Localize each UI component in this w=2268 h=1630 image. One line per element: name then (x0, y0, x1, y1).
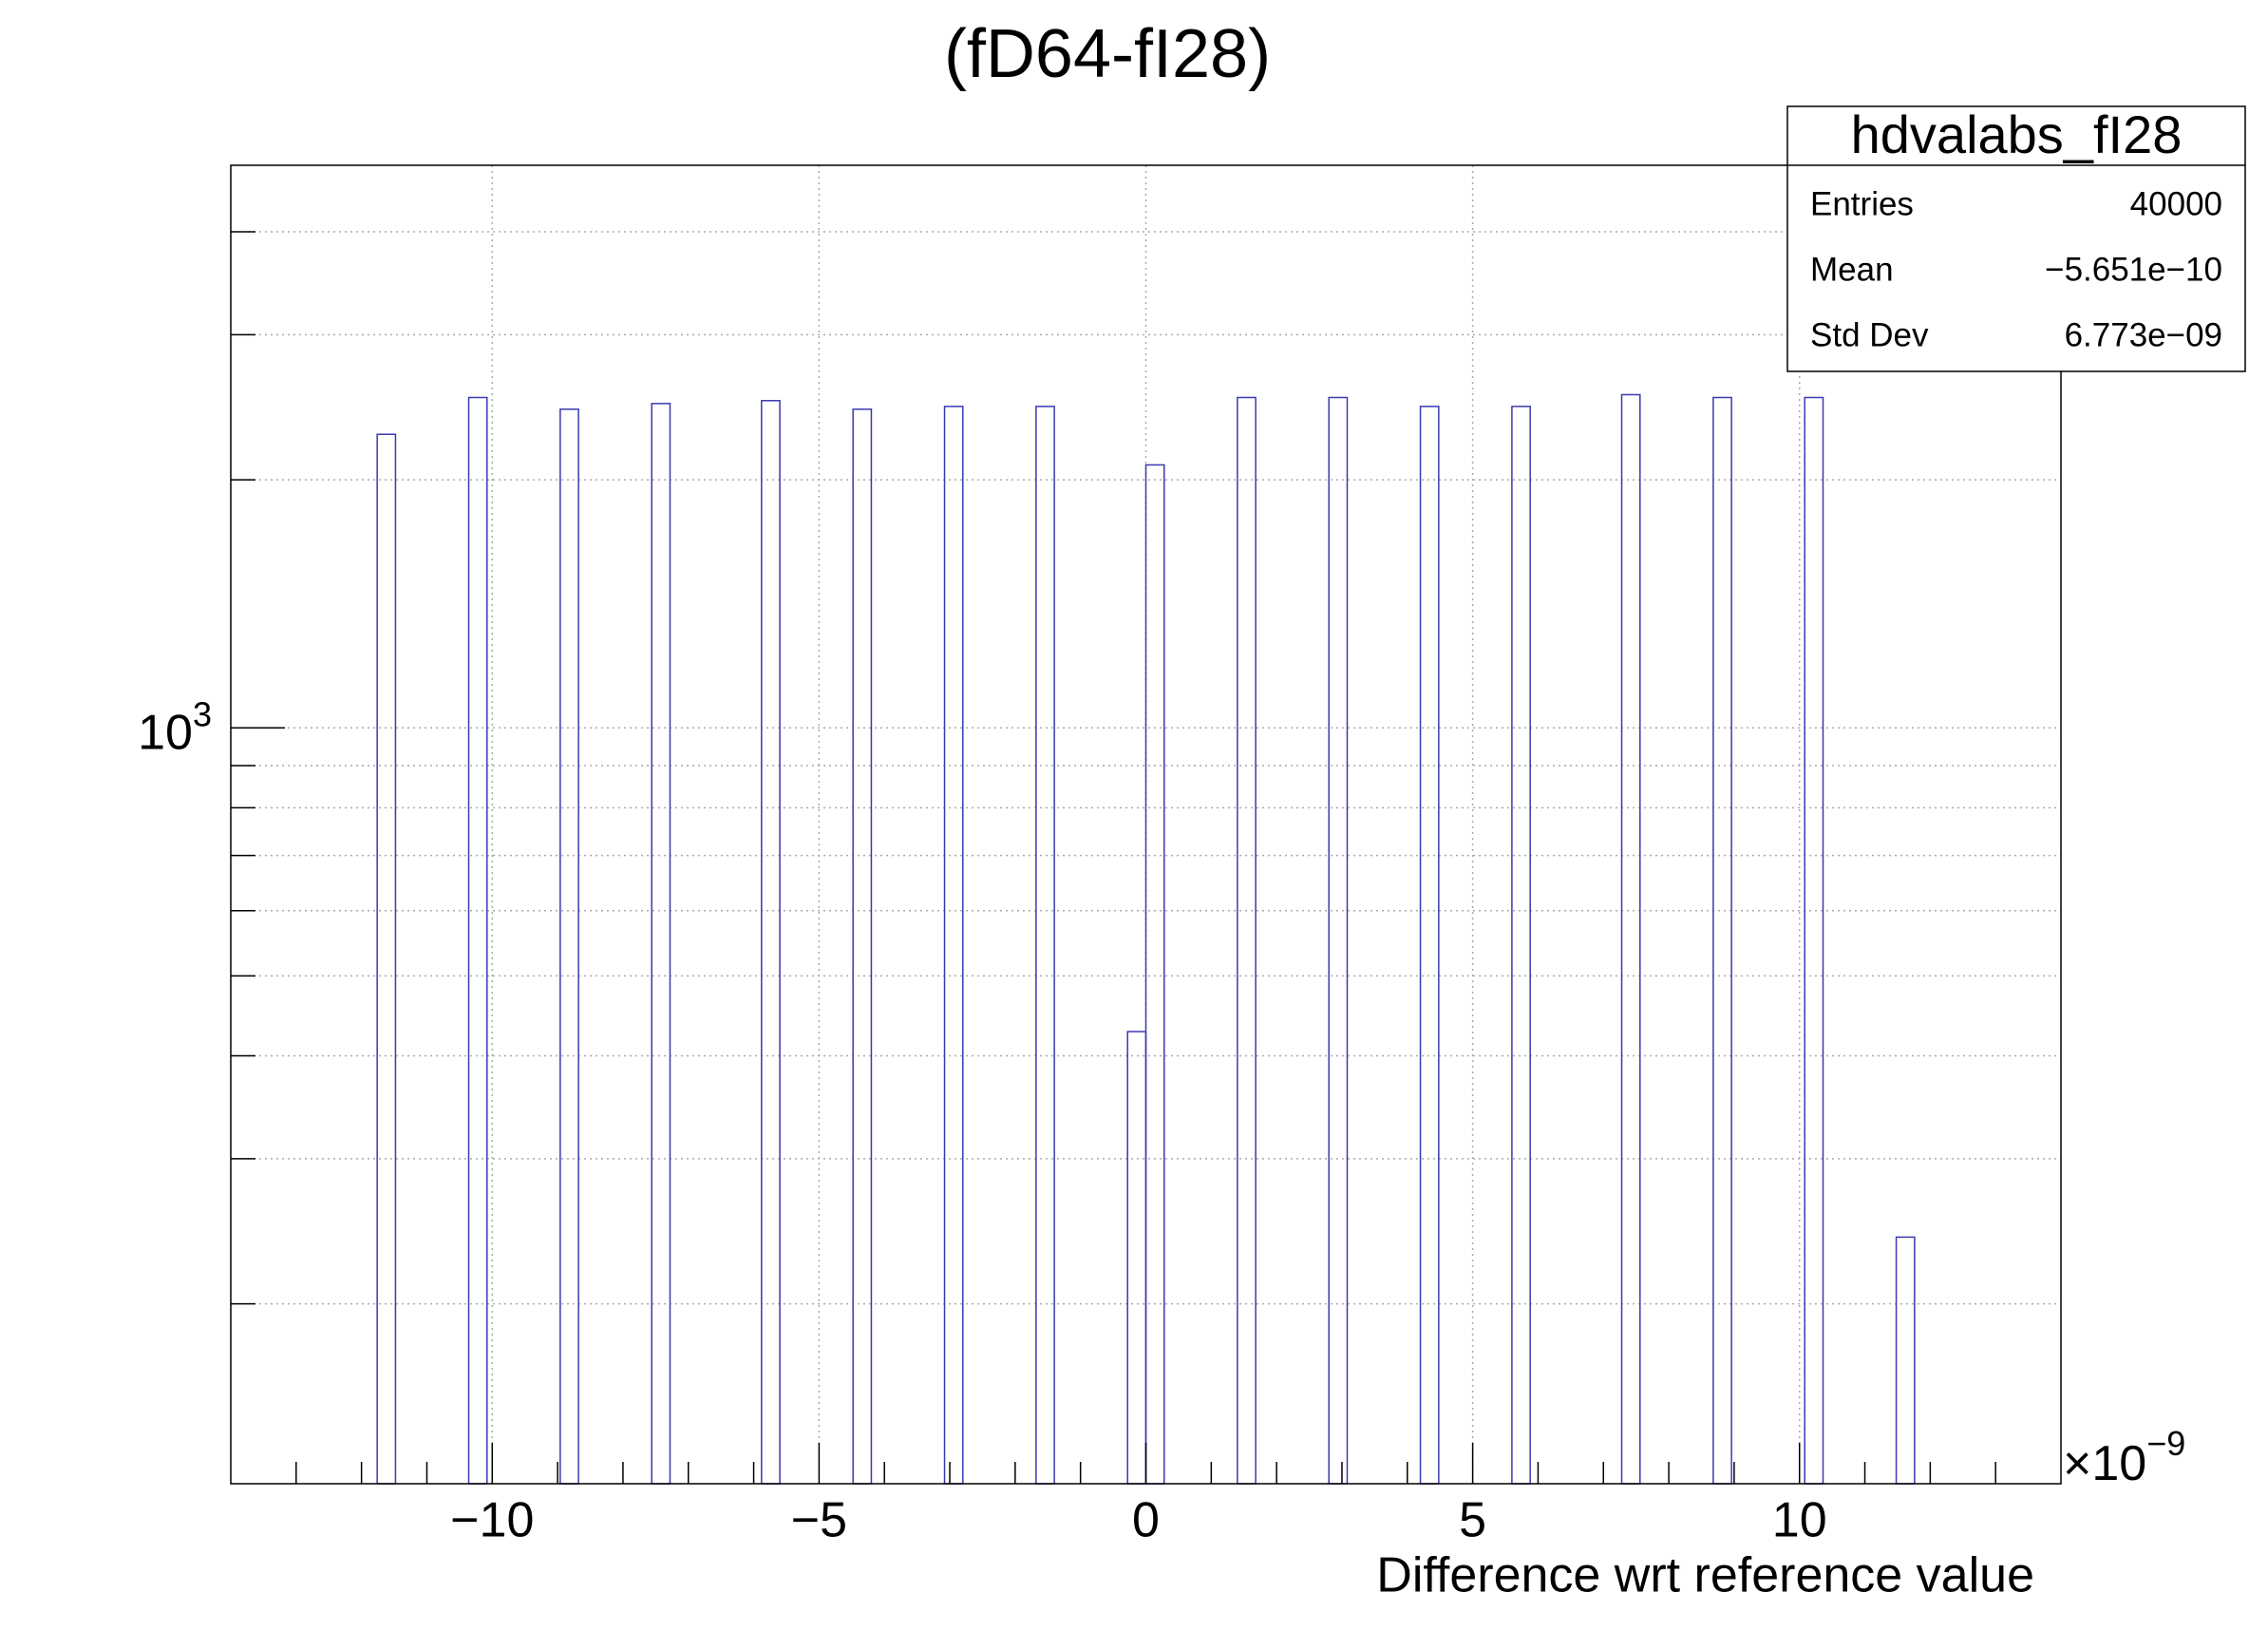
bar (1126, 1031, 1147, 1485)
bar (852, 408, 873, 1485)
bar (1511, 406, 1531, 1485)
bar (376, 433, 397, 1485)
x-multiplier-base: ×10 (2063, 1436, 2146, 1491)
chart-title: (fD64-fI28) (944, 16, 1271, 92)
stats-value: 40000 (2130, 185, 2222, 222)
x-multiplier-exponent: −9 (2146, 1424, 2185, 1463)
x-multiplier: ×10−9 (2063, 1424, 2185, 1491)
bar (1144, 464, 1165, 1485)
bar (651, 403, 671, 1485)
x-tick-label: 5 (1459, 1493, 1486, 1548)
bar (1620, 393, 1641, 1485)
stats-label: Mean (1810, 251, 1894, 288)
bar (1237, 396, 1257, 1485)
stats-box (1786, 105, 2246, 372)
x-axis-label: Difference wrt reference value (1376, 1548, 2034, 1603)
bar (1895, 1236, 1916, 1485)
bar (1419, 406, 1440, 1485)
x-tick-label: −10 (450, 1493, 534, 1548)
x-tick-label: −5 (791, 1493, 847, 1548)
stats-value: −5.651e−10 (2045, 251, 2222, 288)
stats-label: Std Dev (1810, 316, 1929, 353)
y-tick-label: 103 (138, 694, 212, 760)
bar (761, 400, 781, 1485)
y-tick-exponent: 3 (193, 694, 212, 733)
bar (1328, 396, 1349, 1485)
stats-title: hdvalabs_fI28 (1851, 104, 2183, 164)
stats-value: 6.773e−09 (2065, 316, 2222, 353)
y-tick-base: 10 (138, 705, 193, 760)
bar (467, 396, 488, 1485)
bar (1712, 396, 1732, 1485)
bar (1035, 406, 1055, 1485)
stats-label: Entries (1810, 185, 1914, 222)
bar (1804, 396, 1824, 1485)
bar (943, 406, 964, 1485)
x-tick-label: 10 (1772, 1493, 1827, 1548)
bar (559, 408, 579, 1485)
x-tick-label: 0 (1132, 1493, 1160, 1548)
